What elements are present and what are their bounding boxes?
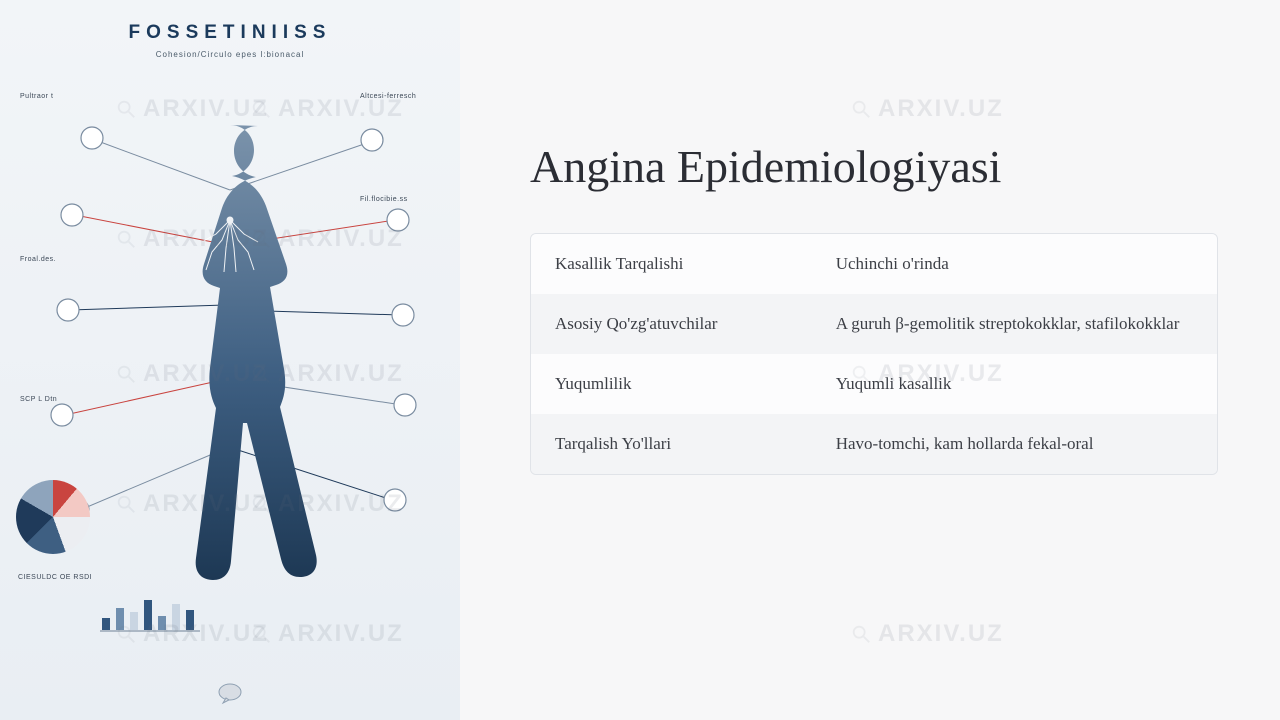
table-key: Yuqumlilik <box>555 370 836 398</box>
table-row: Kasallik TarqalishiUchinchi o'rinda <box>531 234 1217 294</box>
table-value: Uchinchi o'rinda <box>836 250 1193 278</box>
callout-label: Froal.des. <box>20 248 56 266</box>
table-row: YuqumlilikYuqumli kasallik <box>531 354 1217 414</box>
table-key: Asosiy Qo'zg'atuvchilar <box>555 310 836 338</box>
table-row: Tarqalish Yo'llariHavo-tomchi, kam holla… <box>531 414 1217 474</box>
content-panel: Angina Epidemiologiyasi Kasallik Tarqali… <box>460 0 1280 720</box>
callout-label: Fil.flocibie.ss <box>360 188 408 206</box>
callout-label: SCP L Dtn <box>20 388 57 406</box>
page-title: Angina Epidemiologiyasi <box>530 140 1218 193</box>
epidemiology-table: Kasallik TarqalishiUchinchi o'rindaAsosi… <box>530 233 1218 475</box>
bar-chart-icon <box>100 596 210 636</box>
callout-label: Pultraor t <box>20 85 53 103</box>
callout-label: Altcesi-ferresch <box>360 85 416 103</box>
table-row: Asosiy Qo'zg'atuvchilarA guruh β-gemolit… <box>531 294 1217 354</box>
infographic-subtitle: Cohesion/Circulo epes l:bionacal <box>0 50 460 59</box>
infographic-title: FOSSETINIISS <box>0 22 460 44</box>
table-value: A guruh β-gemolitik streptokokklar, staf… <box>836 310 1193 338</box>
table-key: Tarqalish Yo'llari <box>555 430 836 458</box>
table-value: Yuqumli kasallik <box>836 370 1193 398</box>
body-diagram <box>0 70 460 720</box>
pie-chart-icon <box>16 480 90 554</box>
callout-label: CIESULDC OE RSDI <box>18 566 92 584</box>
table-key: Kasallik Tarqalishi <box>555 250 836 278</box>
table-value: Havo-tomchi, kam hollarda fekal-oral <box>836 430 1193 458</box>
infographic-panel: FOSSETINIISS Cohesion/Circulo epes l:bio… <box>0 0 460 720</box>
